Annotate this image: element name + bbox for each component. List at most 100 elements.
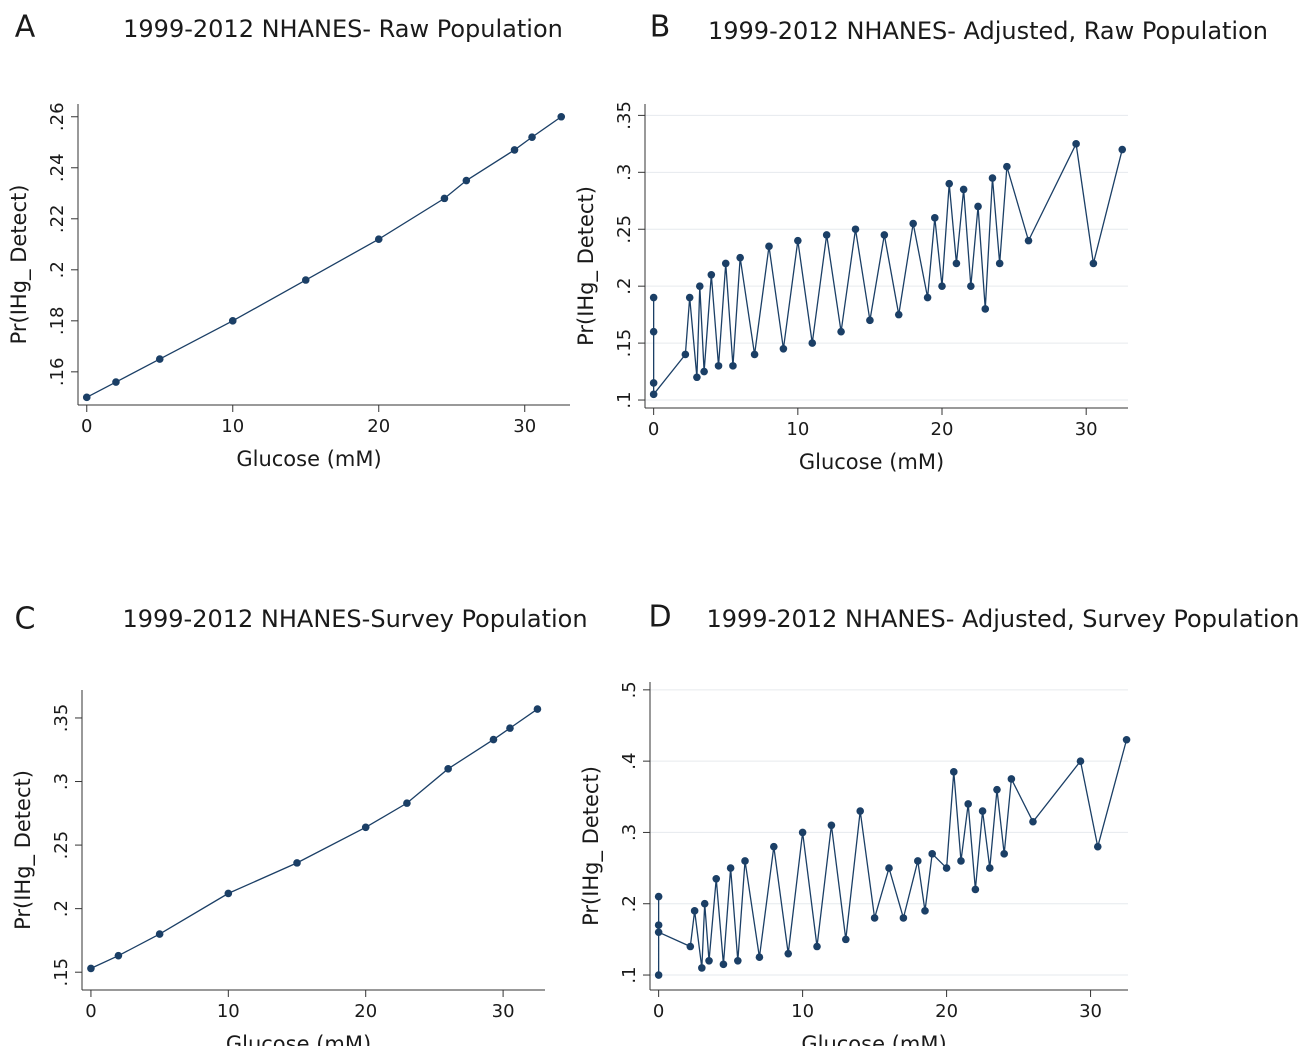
data-point — [557, 112, 566, 121]
data-point — [506, 724, 514, 732]
data-point — [981, 305, 990, 313]
data-line — [657, 739, 1128, 976]
data-point — [921, 907, 929, 915]
data-point — [827, 821, 836, 830]
data-point — [374, 235, 383, 243]
x-tick-label: 0 — [81, 416, 92, 437]
panel-letter: A — [15, 10, 36, 45]
data-point — [649, 379, 658, 387]
data-point — [1029, 817, 1037, 826]
x-tick-label: 30 — [1075, 419, 1098, 440]
data-point — [440, 194, 449, 203]
x-tick-label: 10 — [217, 1001, 240, 1022]
data-point — [1076, 757, 1085, 765]
data-point — [964, 800, 972, 808]
data-point — [712, 874, 721, 883]
y-tick-label: .2 — [614, 278, 635, 295]
data-point — [899, 914, 908, 922]
data-point — [931, 214, 939, 222]
x-tick-label: 20 — [935, 1001, 958, 1022]
data-point — [293, 859, 301, 867]
data-point — [654, 928, 663, 937]
x-tick-label: 10 — [786, 419, 809, 440]
y-axis-label: Pr(IHg_ Detect) — [579, 766, 604, 926]
x-tick-label: 0 — [653, 1001, 664, 1022]
data-point — [82, 393, 91, 402]
data-point — [755, 953, 764, 962]
data-line — [653, 141, 1123, 397]
x-tick-label: 20 — [354, 1001, 377, 1022]
data-point — [974, 202, 982, 211]
data-point — [695, 282, 704, 290]
data-point — [654, 892, 663, 901]
data-point — [798, 828, 807, 837]
y-tick-label: .15 — [614, 329, 635, 358]
x-tick-label: 0 — [85, 1001, 96, 1022]
panel-letter: D — [648, 600, 671, 635]
x-tick-label: 30 — [1079, 1001, 1102, 1022]
panel-title: 1999-2012 NHANES- Adjusted, Raw Populati… — [708, 17, 1268, 45]
panel-title: 1999-2012 NHANES-Survey Population — [122, 605, 587, 633]
data-point — [942, 864, 951, 872]
y-tick-label: .3 — [51, 773, 72, 790]
data-point — [784, 949, 793, 958]
y-tick-label: .25 — [51, 831, 72, 860]
data-point — [719, 960, 728, 969]
y-tick-label: .18 — [47, 307, 68, 336]
data-point — [533, 705, 542, 713]
data-point — [654, 921, 663, 929]
data-point — [770, 842, 778, 851]
data-point — [894, 310, 903, 319]
data-point — [686, 942, 695, 951]
data-point — [945, 179, 954, 188]
data-point — [1003, 162, 1011, 171]
data-point — [1000, 850, 1008, 858]
x-tick-label: 20 — [931, 419, 954, 440]
data-point — [952, 259, 961, 268]
data-point — [993, 785, 1001, 794]
data-point — [734, 956, 742, 965]
data-point — [489, 735, 498, 744]
y-tick-label: .2 — [51, 900, 72, 917]
y-tick-label: .16 — [47, 358, 68, 387]
panel-letter: C — [15, 602, 36, 637]
data-point — [1089, 259, 1098, 268]
data-point — [301, 276, 310, 284]
data-point — [1118, 145, 1127, 154]
data-point — [938, 282, 946, 290]
data-point — [690, 907, 699, 915]
x-tick-label: 0 — [648, 419, 659, 440]
x-tick-label: 20 — [367, 416, 390, 437]
data-point — [681, 350, 690, 359]
y-tick-label: .3 — [614, 164, 635, 181]
y-axis-label: Pr(IHg_ Detect) — [574, 186, 599, 346]
data-point — [685, 293, 694, 302]
data-point — [842, 935, 850, 944]
y-tick-label: .22 — [47, 204, 68, 233]
data-point — [995, 259, 1004, 268]
y-tick-label: .5 — [619, 681, 640, 698]
data-point — [971, 885, 980, 894]
data-point — [870, 914, 879, 922]
data-point — [649, 293, 658, 302]
x-tick-label: 30 — [513, 416, 536, 437]
data-point — [909, 219, 917, 228]
x-axis-label: Glucose (mM) — [801, 1032, 946, 1046]
data-point — [444, 765, 452, 773]
data-point — [361, 823, 370, 832]
y-tick-label: .3 — [619, 824, 640, 841]
data-point — [822, 231, 831, 239]
data-point — [714, 362, 723, 370]
y-tick-label: .35 — [51, 704, 72, 733]
data-point — [700, 899, 709, 908]
y-axis-label: Pr(IHg_ Detect) — [11, 770, 36, 930]
data-point — [87, 964, 95, 973]
data-point — [698, 964, 706, 972]
data-point — [765, 242, 773, 251]
data-point — [866, 316, 874, 325]
data-point — [228, 317, 237, 325]
data-point — [813, 942, 821, 951]
y-tick-label: .26 — [47, 102, 68, 131]
data-point — [721, 259, 730, 268]
